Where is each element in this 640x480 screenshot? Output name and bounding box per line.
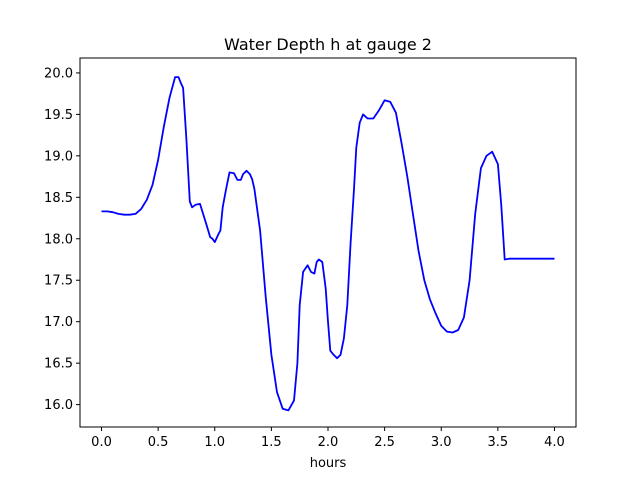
chart-title: Water Depth h at gauge 2 (224, 35, 432, 54)
y-tick-label: 19.0 (44, 149, 73, 164)
x-tick-label: 2.5 (374, 435, 395, 450)
series-line (101, 76, 555, 412)
x-tick-label: 4.0 (544, 435, 565, 450)
y-tick-label: 18.0 (44, 232, 73, 247)
y-tick-label: 16.0 (44, 398, 73, 413)
x-axis-label: hours (310, 456, 347, 471)
y-tick-label: 18.5 (44, 191, 73, 206)
y-axis: 16.0 16.5 17.0 17.5 18.0 18.5 19.0 19.5 20.0 (44, 66, 80, 413)
y-tick-label: 16.5 (44, 357, 73, 372)
y-tick-label: 17.0 (44, 315, 73, 330)
plot-area (80, 58, 576, 427)
x-tick-label: 0.5 (148, 435, 169, 450)
x-tick-label: 1.5 (261, 435, 282, 450)
y-tick-label: 19.5 (44, 108, 73, 123)
x-tick-label: 3.5 (488, 435, 509, 450)
x-axis: 0.0 0.5 1.0 1.5 2.0 2.5 3.0 3.5 4.0 (91, 427, 565, 450)
y-tick-label: 17.5 (44, 274, 73, 289)
x-tick-label: 1.0 (204, 435, 225, 450)
x-tick-label: 0.0 (91, 435, 112, 450)
y-tick-label: 20.0 (44, 66, 73, 81)
axes-frame (79, 57, 577, 428)
x-tick-label: 2.0 (318, 435, 339, 450)
x-tick-label: 3.0 (431, 435, 452, 450)
